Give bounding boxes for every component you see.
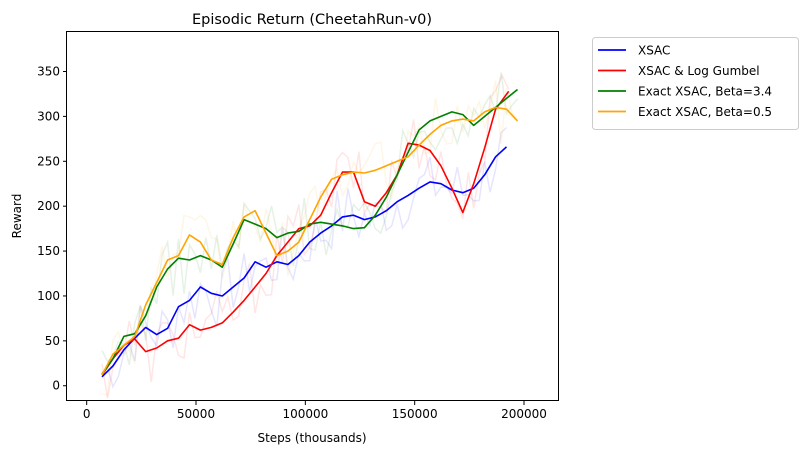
y-tick-label: 250 xyxy=(37,154,60,168)
raw-line xyxy=(101,73,510,399)
y-tick-label: 200 xyxy=(37,199,60,213)
series-line xyxy=(101,88,519,375)
plot-frame xyxy=(66,31,559,401)
legend-label: XSAC & Log Gumbel xyxy=(638,64,760,78)
raw-line xyxy=(101,72,519,365)
y-tick-label: 150 xyxy=(37,244,60,258)
x-tick-label: 100000 xyxy=(282,407,328,421)
series-lines xyxy=(101,88,519,378)
y-tick-label: 50 xyxy=(45,334,60,348)
x-tick-label: 200000 xyxy=(501,407,547,421)
y-tick-label: 350 xyxy=(37,65,60,79)
x-tick-label: 150000 xyxy=(392,407,438,421)
x-tick-label: 50000 xyxy=(177,407,215,421)
y-tick-label: 100 xyxy=(37,289,60,303)
series-line xyxy=(101,146,508,378)
y-axis: 0 50 100 150 200 250 300 350 xyxy=(37,65,67,393)
legend-label: Exact XSAC, Beta=3.4 xyxy=(638,85,772,99)
raw-curves xyxy=(101,72,519,399)
y-tick-label: 0 xyxy=(52,379,60,393)
y-axis-label: Reward xyxy=(10,194,24,239)
chart-title: Episodic Return (CheetahRun-v0) xyxy=(192,12,432,28)
y-tick-label: 300 xyxy=(37,109,60,123)
raw-line xyxy=(101,127,508,389)
legend-label: Exact XSAC, Beta=0.5 xyxy=(638,105,772,119)
legend-frame xyxy=(592,37,799,130)
legend-label: XSAC xyxy=(638,44,670,58)
series-line xyxy=(101,90,510,376)
x-tick-label: 0 xyxy=(83,407,91,421)
series-line xyxy=(101,106,519,376)
legend: XSAC XSAC & Log Gumbel Exact XSAC, Beta=3.… xyxy=(592,37,799,130)
x-axis: 0 50000 100000 150000 200000 xyxy=(83,401,547,421)
raw-line xyxy=(101,80,519,397)
x-axis-label: Steps (thousands) xyxy=(257,431,366,445)
